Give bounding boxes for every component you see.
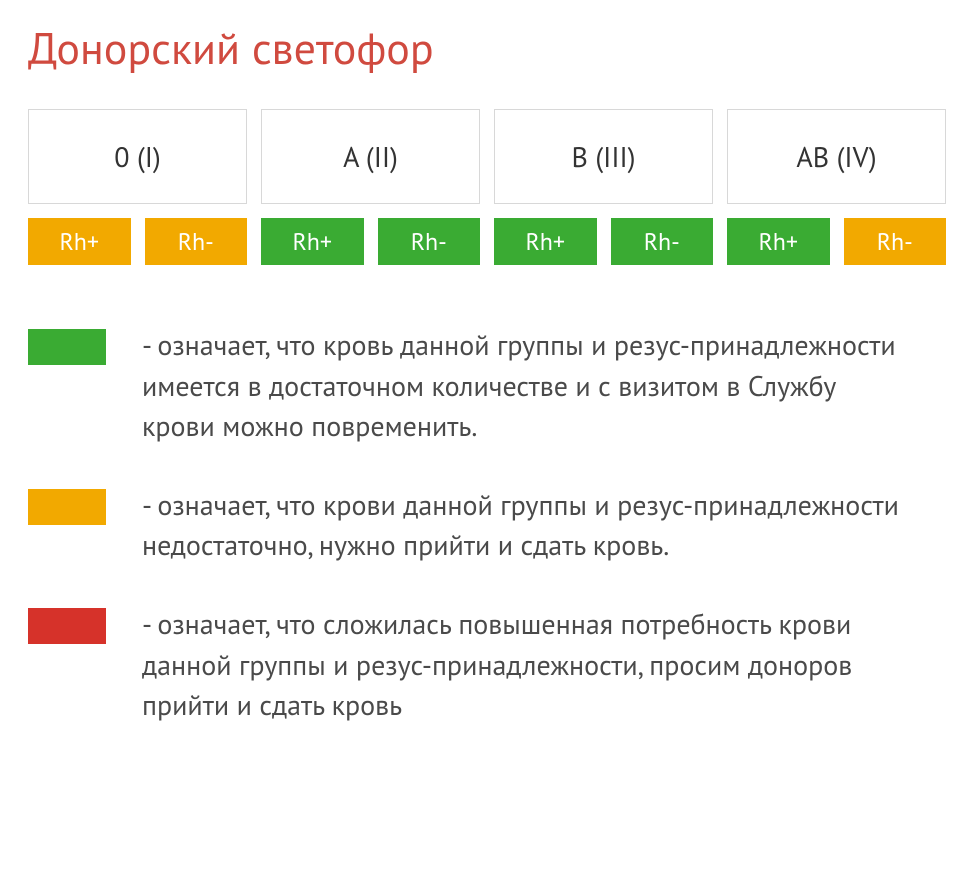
rh-status-row: Rh+ Rh- Rh+ Rh- Rh+ Rh- Rh+ Rh- <box>28 218 946 265</box>
legend-row: - означает, что сложилась повышенная пот… <box>28 604 946 726</box>
rh-minus-cell: Rh- <box>844 218 947 265</box>
group-box: A (II) <box>261 109 480 204</box>
legend-swatch <box>28 489 106 525</box>
rh-plus-cell: Rh+ <box>28 218 131 265</box>
rh-plus-cell: Rh+ <box>727 218 830 265</box>
rh-minus-cell: Rh- <box>611 218 714 265</box>
rh-pair: Rh+ Rh- <box>494 218 713 265</box>
rh-pair: Rh+ Rh- <box>28 218 247 265</box>
rh-pair: Rh+ Rh- <box>261 218 480 265</box>
rh-minus-cell: Rh- <box>378 218 481 265</box>
legend-row: - означает, что крови данной группы и ре… <box>28 485 946 566</box>
page-title: Донорский светофор <box>28 20 946 77</box>
group-box: 0 (I) <box>28 109 247 204</box>
legend-row: - означает, что кровь данной группы и ре… <box>28 325 946 447</box>
blood-groups-row: 0 (I) A (II) B (III) AB (IV) <box>28 109 946 204</box>
legend-swatch <box>28 608 106 644</box>
legend-text: - означает, что сложилась повышенная пот… <box>142 604 902 726</box>
rh-pair: Rh+ Rh- <box>727 218 946 265</box>
legend-swatch <box>28 329 106 365</box>
group-box: B (III) <box>494 109 713 204</box>
rh-plus-cell: Rh+ <box>261 218 364 265</box>
rh-plus-cell: Rh+ <box>494 218 597 265</box>
legend-text: - означает, что крови данной группы и ре… <box>142 485 902 566</box>
rh-minus-cell: Rh- <box>145 218 248 265</box>
group-box: AB (IV) <box>727 109 946 204</box>
legend-text: - означает, что кровь данной группы и ре… <box>142 325 902 447</box>
legend: - означает, что кровь данной группы и ре… <box>28 325 946 726</box>
